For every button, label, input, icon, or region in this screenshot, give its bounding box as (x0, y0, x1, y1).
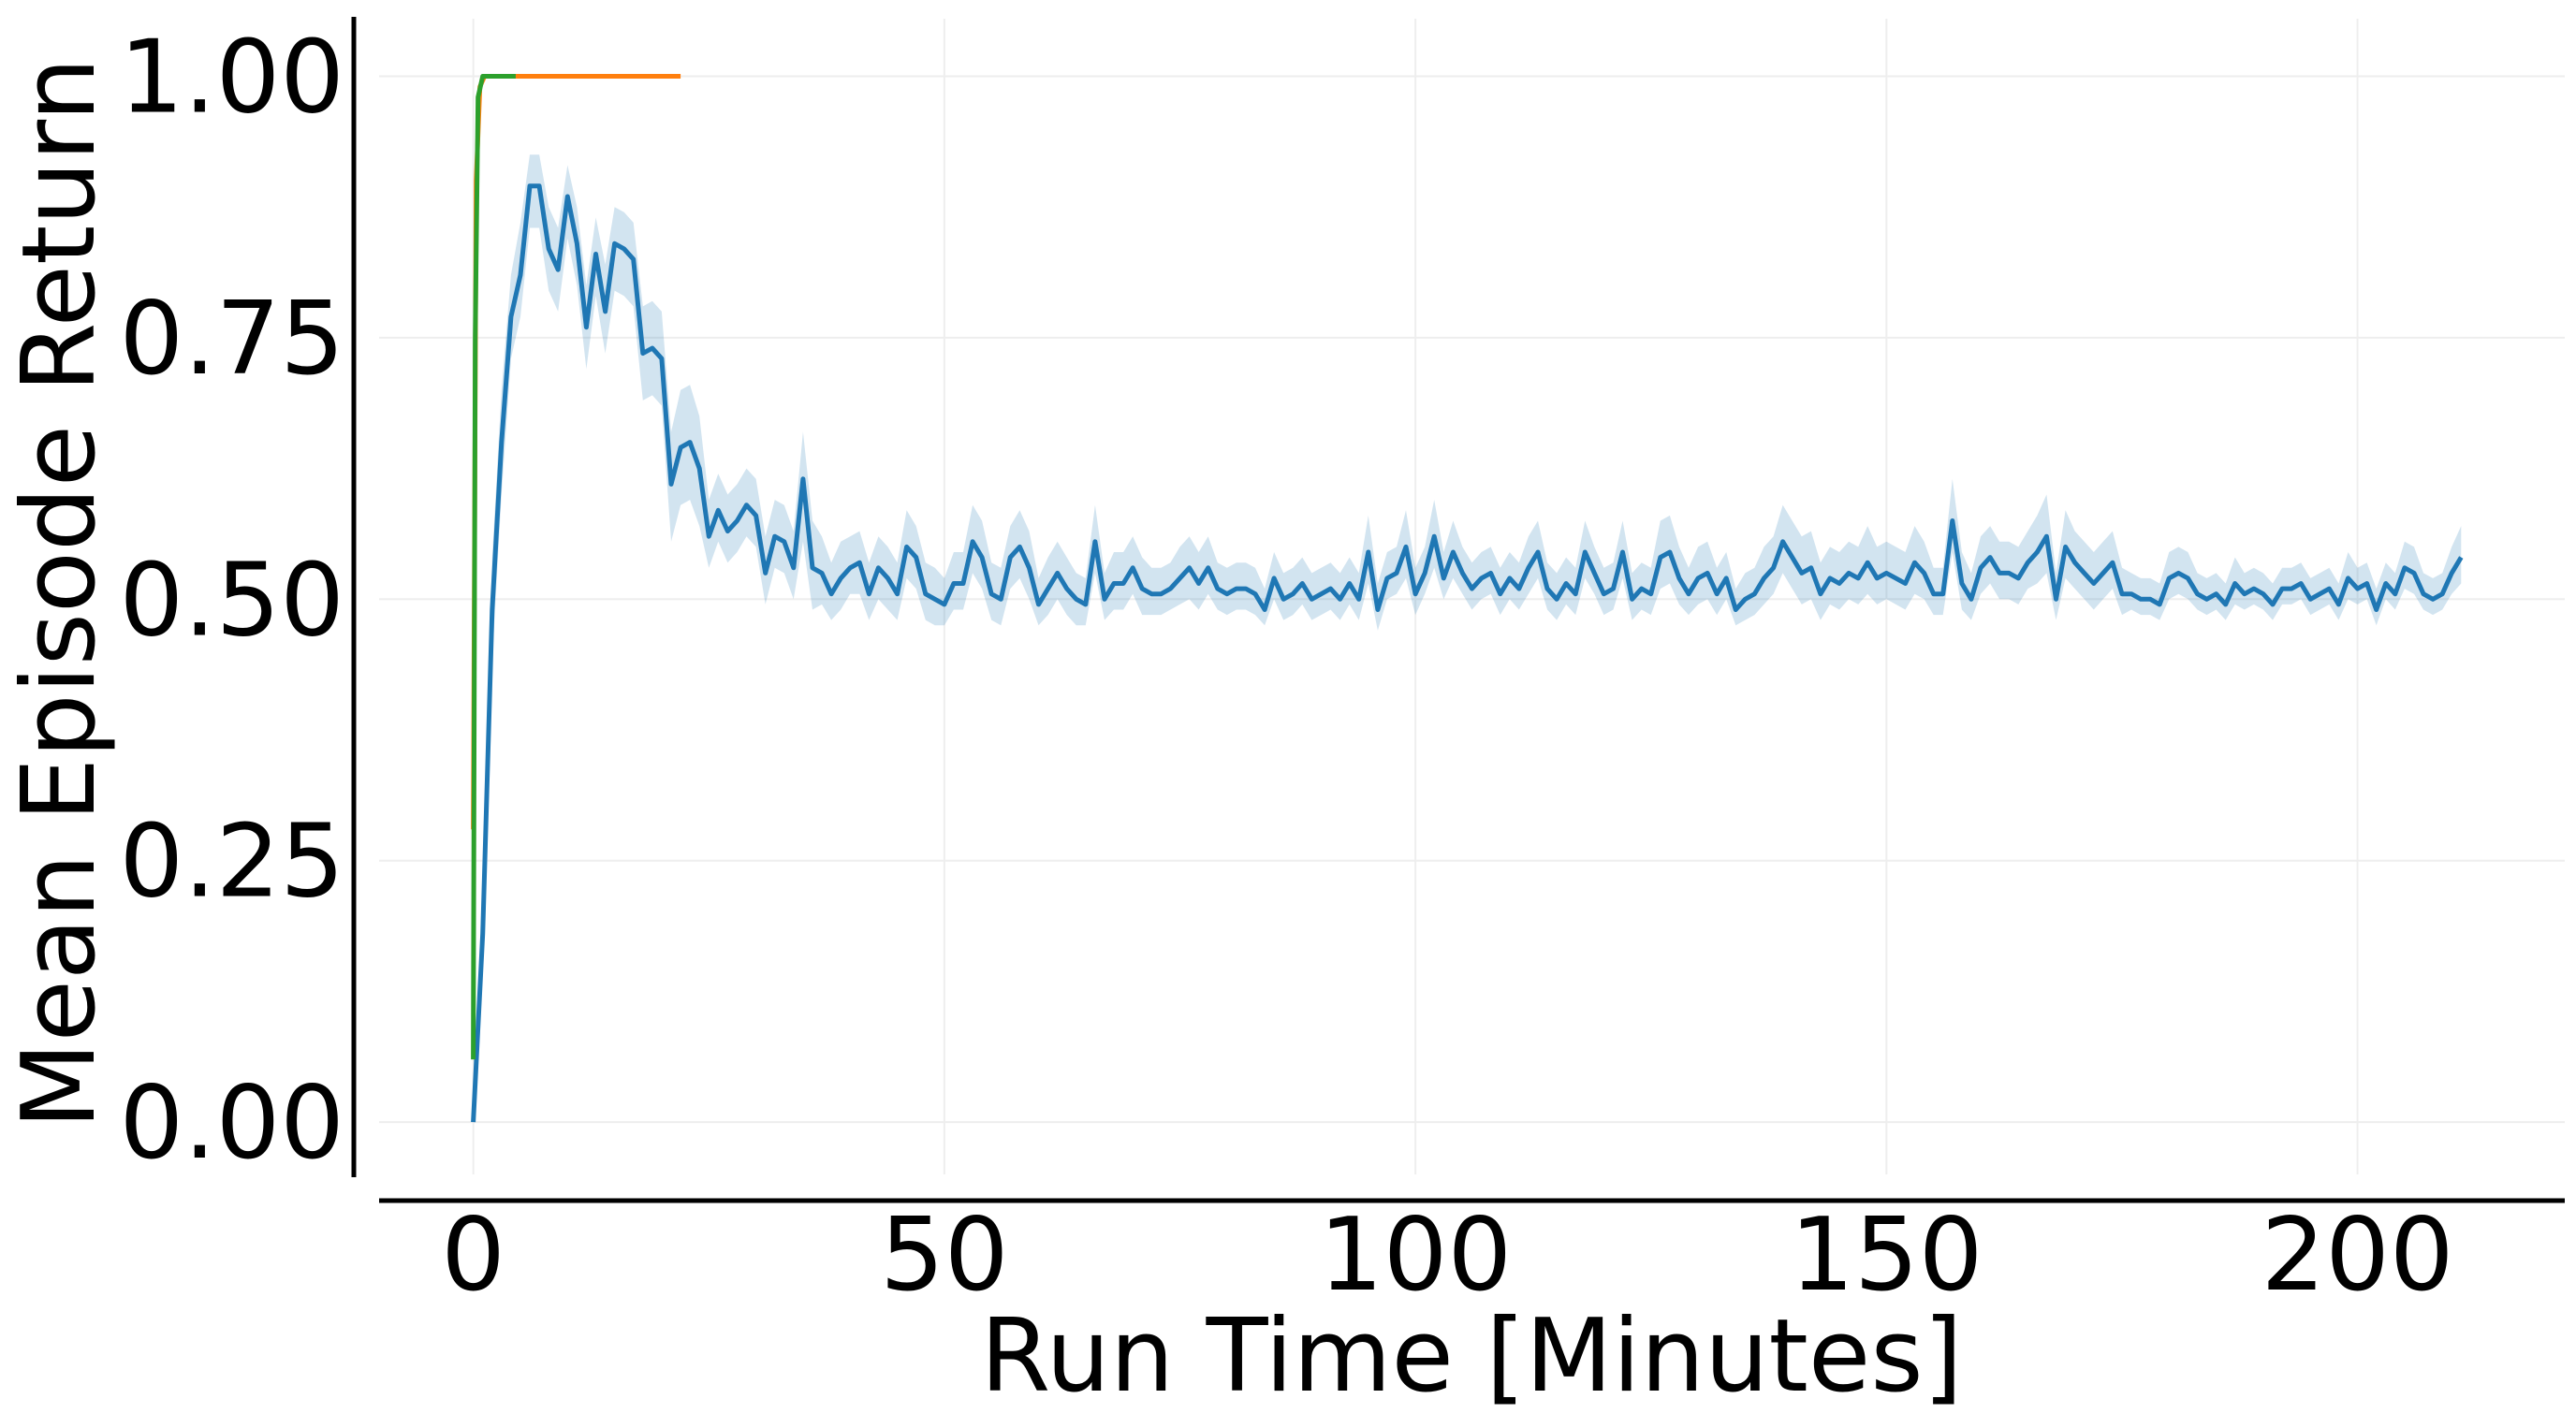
blue-confidence-band (473, 154, 2462, 1123)
x-tick-labels: 0 50 100 150 200 (441, 1197, 2453, 1314)
x-tick-label-4: 200 (2261, 1197, 2454, 1314)
y-tick-label-2: 0.50 (120, 542, 344, 659)
green-series-line (471, 74, 516, 1060)
y-tick-labels: 0.00 0.25 0.50 0.75 1.00 (120, 19, 344, 1182)
x-tick-label-2: 100 (1319, 1197, 1512, 1314)
series-lines (471, 74, 2464, 1123)
y-axis-title: Mean Episode Return (1, 57, 118, 1129)
confidence-bands (473, 154, 2462, 1123)
x-tick-label-3: 150 (1790, 1197, 1983, 1314)
x-tick-label-1: 50 (880, 1197, 1008, 1314)
y-tick-label-0: 0.00 (120, 1065, 344, 1182)
x-axis-title: Run Time [Minutes] (980, 1298, 1962, 1415)
y-tick-label-4: 1.00 (120, 19, 344, 136)
y-tick-label-3: 0.75 (120, 281, 344, 398)
blue-series-line (471, 183, 2464, 1123)
axes (351, 17, 2565, 1203)
y-tick-label-1: 0.25 (120, 804, 344, 921)
x-tick-label-0: 0 (441, 1197, 505, 1314)
